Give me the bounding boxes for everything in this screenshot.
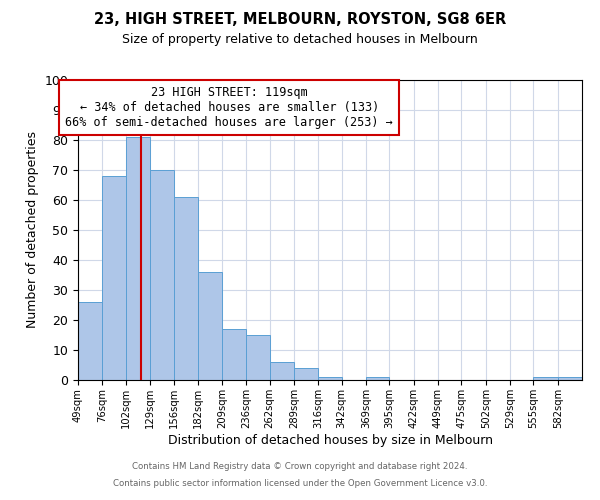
Bar <box>150 170 175 380</box>
Bar <box>270 362 294 380</box>
Bar <box>126 137 150 380</box>
Text: Contains HM Land Registry data © Crown copyright and database right 2024.: Contains HM Land Registry data © Crown c… <box>132 462 468 471</box>
Bar <box>294 368 319 380</box>
X-axis label: Distribution of detached houses by size in Melbourn: Distribution of detached houses by size … <box>167 434 493 446</box>
Y-axis label: Number of detached properties: Number of detached properties <box>26 132 39 328</box>
Bar <box>198 272 222 380</box>
Text: 23, HIGH STREET, MELBOURN, ROYSTON, SG8 6ER: 23, HIGH STREET, MELBOURN, ROYSTON, SG8 … <box>94 12 506 28</box>
Bar <box>78 302 102 380</box>
Text: Contains public sector information licensed under the Open Government Licence v3: Contains public sector information licen… <box>113 478 487 488</box>
Bar <box>103 176 126 380</box>
Bar <box>222 329 247 380</box>
Bar <box>247 335 270 380</box>
Bar <box>558 377 582 380</box>
Bar <box>366 377 389 380</box>
Text: Size of property relative to detached houses in Melbourn: Size of property relative to detached ho… <box>122 32 478 46</box>
Text: 23 HIGH STREET: 119sqm
← 34% of detached houses are smaller (133)
66% of semi-de: 23 HIGH STREET: 119sqm ← 34% of detached… <box>65 86 393 129</box>
Bar <box>319 377 342 380</box>
Bar <box>175 197 198 380</box>
Bar <box>533 377 558 380</box>
